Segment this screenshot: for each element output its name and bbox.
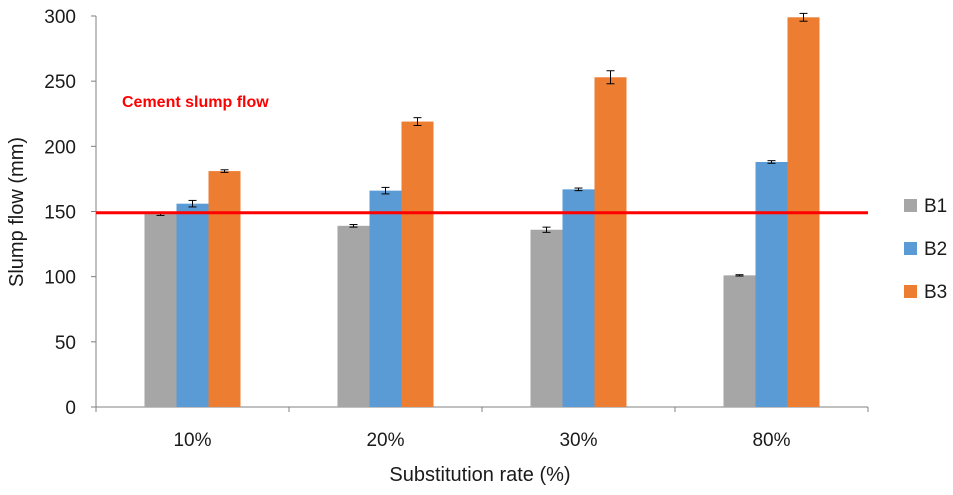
legend-swatch-b1: [904, 199, 917, 212]
bar-b1-80pct: [723, 275, 756, 407]
bar-b1-20pct: [337, 225, 370, 407]
y-tick-label: 100: [44, 268, 76, 289]
bar-b2-20pct: [369, 190, 402, 407]
y-tick-label: 150: [44, 203, 76, 224]
legend-swatch-b3: [904, 285, 917, 298]
legend-label-b1: B1: [924, 196, 947, 217]
y-tick-label: 50: [55, 333, 76, 354]
y-tick-label: 200: [44, 137, 76, 158]
bar-b2-30pct: [562, 189, 595, 407]
legend-swatch-b2: [904, 242, 917, 255]
bar-b1-10pct: [144, 214, 177, 407]
y-tick-label: 300: [44, 7, 76, 28]
x-tick-label: 30%: [559, 430, 597, 451]
reference-line-label: Cement slump flow: [122, 94, 269, 111]
bar-b2-80pct: [755, 161, 788, 407]
x-tick-label: 10%: [173, 430, 211, 451]
bar-b3-10pct: [208, 171, 241, 407]
bar-b3-20pct: [401, 121, 434, 407]
bar-b2-10pct: [176, 203, 209, 407]
y-tick-label: 250: [44, 72, 76, 93]
x-tick-label: 80%: [752, 430, 790, 451]
bar-b3-30pct: [594, 77, 627, 408]
y-tick-label: 0: [65, 398, 76, 419]
y-axis-title: Slump flow (mm): [6, 137, 28, 287]
bar-b1-30pct: [530, 229, 563, 407]
plot-area: 0 50 100 150 200 250 300 10% 20% 30% 80%: [44, 7, 869, 451]
legend-label-b2: B2: [924, 239, 947, 260]
x-tick-label: 20%: [366, 430, 404, 451]
x-axis-title: Substitution rate (%): [389, 464, 570, 486]
legend-label-b3: B3: [924, 282, 947, 303]
legend: B1 B2 B3: [904, 196, 947, 303]
